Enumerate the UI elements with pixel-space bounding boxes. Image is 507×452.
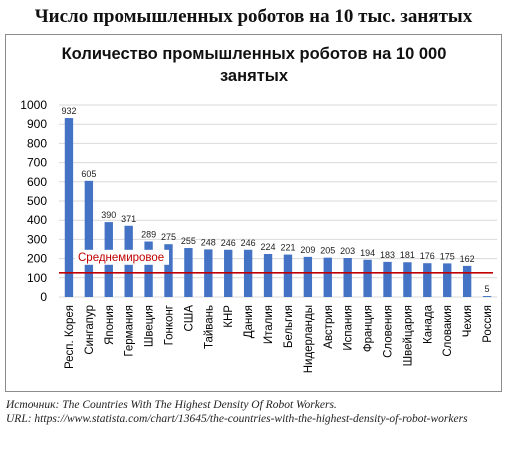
x-tick-label: Швеция	[144, 305, 156, 347]
x-tick-label: Дания	[243, 305, 255, 338]
average-label: Среднемировое	[78, 252, 164, 264]
bar	[482, 296, 492, 297]
data-label: 221	[280, 243, 295, 253]
data-label: 194	[360, 248, 375, 258]
y-tick-label: 900	[27, 117, 47, 131]
chart-title-line-1: Количество промышленных роботов на 10 00…	[62, 45, 447, 63]
x-tick-label: Франция	[363, 305, 375, 352]
y-tick-label: 800	[27, 136, 47, 150]
y-tick-label: 100	[27, 271, 47, 285]
bar	[283, 254, 293, 297]
y-tick-label: 200	[27, 252, 47, 266]
data-label: 371	[121, 214, 136, 224]
x-tick-label: Австрия	[323, 305, 335, 349]
bar	[363, 259, 372, 297]
bar	[423, 263, 432, 297]
bar	[84, 180, 94, 297]
x-tick-label: Тайвань	[203, 305, 215, 349]
bar	[144, 241, 153, 297]
url-line: URL: https://www.statista.com/chart/1364…	[6, 413, 468, 425]
x-tick-label: КНР	[223, 305, 235, 328]
bar-chart: Количество промышленных роботов на 10 00…	[20, 45, 497, 373]
x-tick-label: Нидерланды	[303, 305, 315, 373]
bar	[403, 262, 412, 297]
data-label: 5	[485, 284, 490, 294]
bar	[443, 263, 452, 297]
x-tick-label: Словакия	[442, 305, 454, 357]
bar	[263, 253, 273, 297]
y-tick-label: 400	[27, 213, 47, 227]
x-tick-label: Словения	[383, 305, 395, 358]
x-tick-label: Испания	[343, 305, 355, 351]
x-tick-label: Гонконг	[164, 305, 176, 345]
data-label: 209	[300, 245, 315, 255]
data-label: 181	[400, 250, 415, 260]
data-label: 932	[61, 106, 76, 116]
bar	[164, 244, 173, 297]
bar	[383, 261, 392, 297]
x-tick-label: Бельгия	[283, 305, 295, 348]
data-label: 162	[460, 254, 475, 264]
bar	[343, 258, 352, 297]
data-label: 275	[161, 232, 176, 242]
y-tick-label: 500	[27, 194, 47, 208]
data-label: 246	[221, 238, 236, 248]
data-label: 289	[141, 230, 156, 240]
average-label-bg	[75, 249, 169, 265]
x-tick-label: Италия	[263, 305, 275, 344]
x-tick-label: Швейцария	[402, 305, 414, 366]
x-tick-label: Канада	[422, 304, 434, 344]
x-tick-label: США	[183, 305, 195, 332]
bar	[64, 118, 74, 297]
y-tick-label: 0	[40, 290, 47, 304]
y-tick-label: 600	[27, 175, 47, 189]
source-note: Источник: The Countries With The Highest…	[6, 398, 504, 426]
x-tick-label: Сингапур	[84, 305, 96, 355]
data-label: 255	[181, 236, 196, 246]
chart-title-line-2: занятых	[220, 67, 289, 85]
data-label: 605	[81, 169, 96, 179]
y-tick-label: 1000	[20, 98, 47, 112]
bar	[303, 256, 313, 297]
data-label: 224	[261, 242, 276, 252]
data-label: 248	[201, 237, 216, 247]
x-tick-label: Россия	[482, 305, 494, 343]
page-title: Число промышленных роботов на 10 тыс. за…	[34, 6, 473, 27]
data-label: 246	[241, 238, 256, 248]
chart-frame: Количество промышленных роботов на 10 00…	[5, 34, 502, 392]
x-tick-label: Респ. Корея	[64, 305, 76, 369]
source-line: Источник: The Countries With The Highest…	[6, 399, 337, 411]
bar	[462, 265, 472, 297]
bar	[323, 257, 332, 297]
x-tick-label: Япония	[104, 305, 116, 345]
data-label: 390	[101, 210, 116, 220]
data-label: 183	[380, 250, 395, 260]
data-label: 203	[340, 246, 355, 256]
y-tick-label: 700	[27, 156, 47, 170]
x-tick-label: Германия	[124, 305, 136, 357]
x-tick-label: Чехия	[462, 305, 474, 337]
data-label: 176	[420, 251, 435, 261]
data-label: 205	[320, 246, 335, 256]
y-tick-label: 300	[27, 232, 47, 246]
data-label: 175	[440, 251, 455, 261]
